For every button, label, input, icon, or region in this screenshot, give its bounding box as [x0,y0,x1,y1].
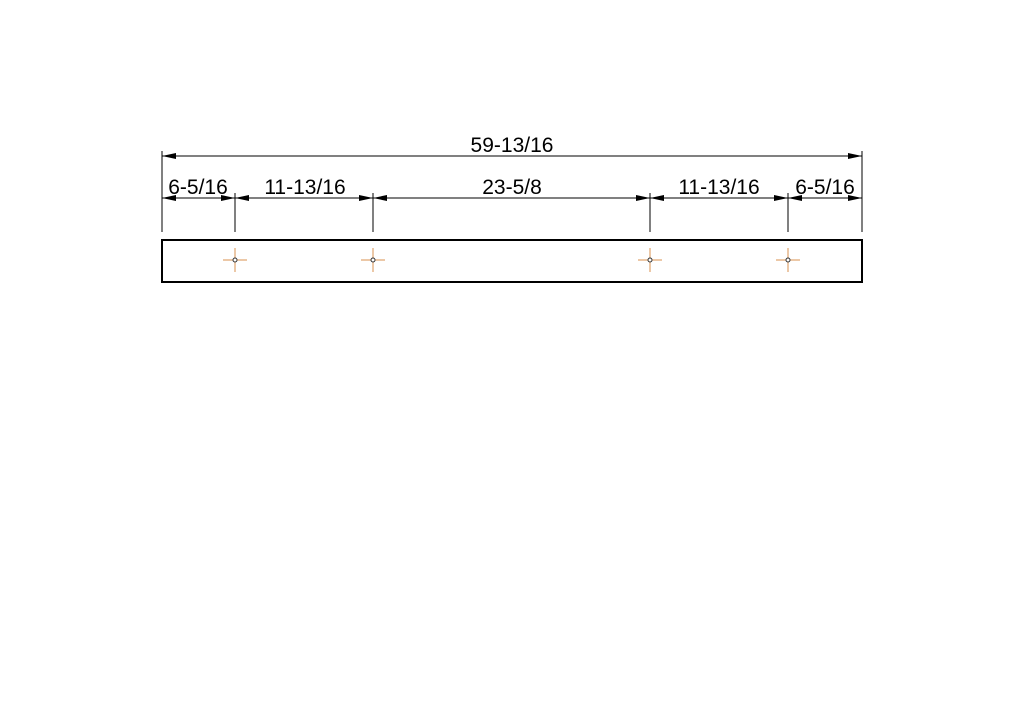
overall-dimension [161,151,863,232]
hole-marker-1 [223,248,247,272]
hole-circle [232,257,238,263]
board-outline [161,239,863,283]
segment-5-label: 6-5/16 [795,176,855,199]
segment-4-label: 11-13/16 [678,176,759,199]
overall-dimension-label: 59-13/16 [471,134,554,157]
hole-marker-3 [638,248,662,272]
hole-marker-2 [361,248,385,272]
segment-3-label: 23-5/8 [482,176,542,199]
hole-circle [785,257,791,263]
segment-1-label: 6-5/16 [168,176,228,199]
hole-circle [647,257,653,263]
segment-dimensions [162,193,862,232]
hole-circle [370,257,376,263]
hole-marker-4 [776,248,800,272]
segment-2-label: 11-13/16 [264,176,345,199]
hole-markers [223,248,800,272]
